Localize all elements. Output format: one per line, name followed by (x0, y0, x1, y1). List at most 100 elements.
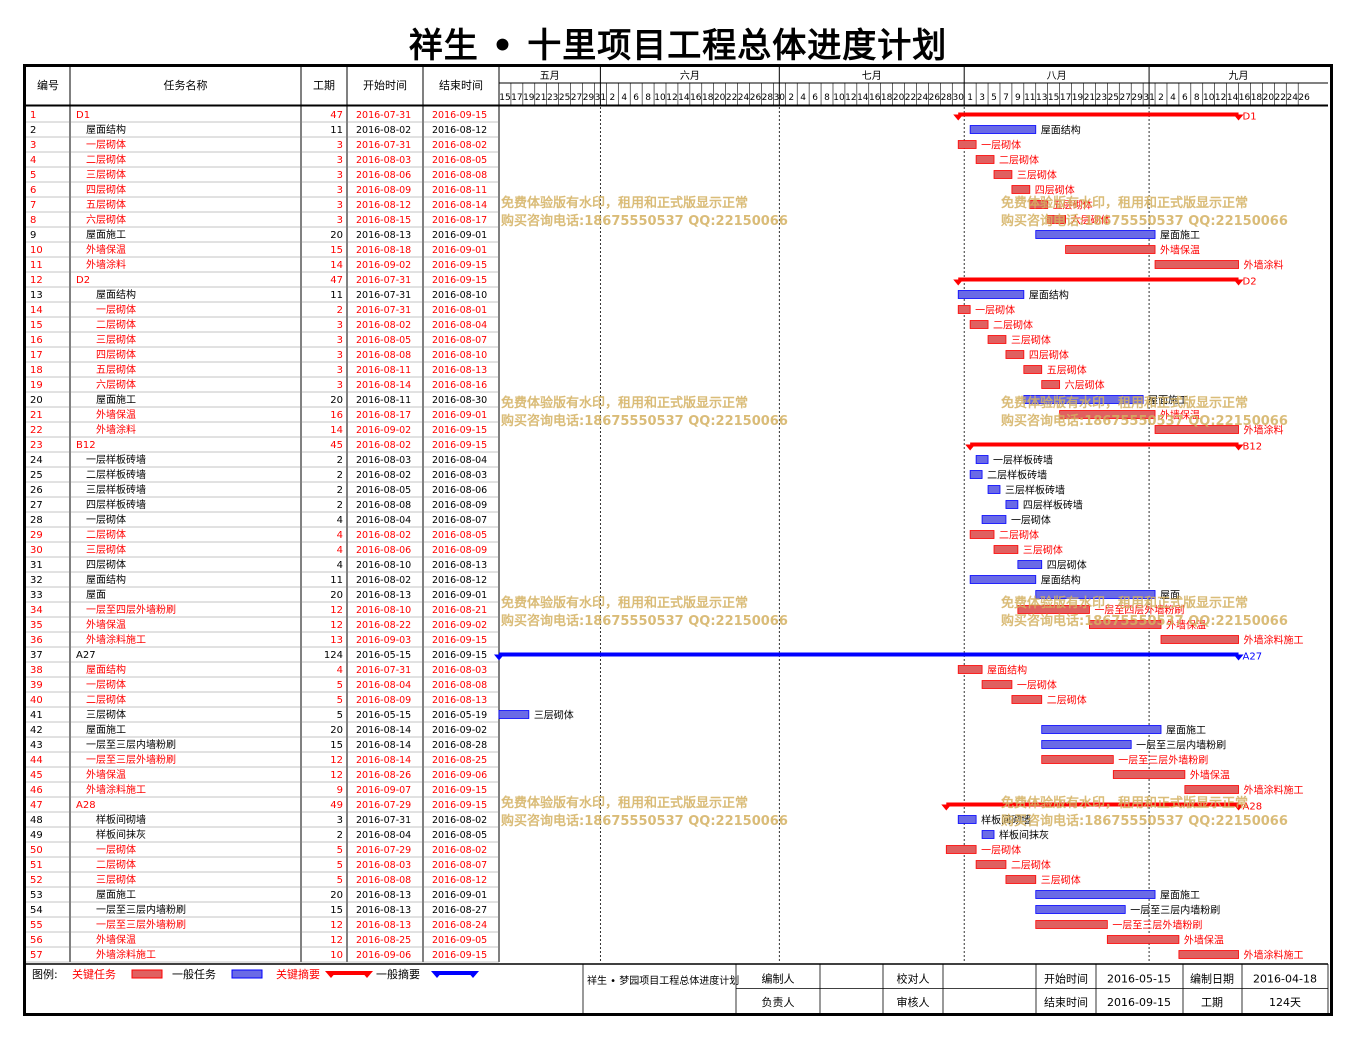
day-tick-label: 24 (1286, 93, 1298, 103)
day-tick-label: 8 (824, 93, 830, 103)
task-duration: 10 (330, 950, 343, 961)
bar-label: 三层样板砖墙 (1005, 484, 1065, 497)
task-id: 39 (30, 680, 43, 691)
day-tick-label: 19 (1072, 93, 1084, 103)
task-bar (1023, 395, 1144, 404)
task-end: 2016-09-15 (432, 650, 487, 661)
task-duration: 9 (337, 785, 343, 796)
task-id: 1 (30, 110, 36, 121)
task-end: 2016-09-01 (432, 890, 487, 901)
task-end: 2016-09-15 (432, 800, 487, 811)
bar-label: 二层砌体 (1047, 695, 1087, 707)
task-start: 2016-08-03 (356, 455, 411, 466)
watermark-line-2: 购买咨询电话:18675550537 QQ:22150066 (501, 813, 788, 829)
task-bar (1011, 695, 1043, 704)
task-name: 二层样板砖墙 (86, 468, 146, 481)
task-end: 2016-08-05 (432, 155, 487, 166)
task-start: 2016-07-31 (356, 815, 411, 826)
task-bar (1005, 350, 1025, 359)
task-duration: 15 (330, 740, 343, 751)
task-duration: 45 (330, 440, 343, 451)
task-bar (957, 290, 1025, 299)
task-id: 28 (30, 515, 43, 526)
task-id: 55 (30, 920, 43, 931)
task-bar (957, 815, 977, 824)
task-duration: 3 (337, 320, 343, 331)
summary-bar (958, 112, 1239, 117)
task-name: 外墙涂料施工 (86, 783, 146, 796)
task-end: 2016-08-07 (432, 515, 487, 526)
day-tick-label: 25 (559, 93, 570, 103)
task-bar (969, 530, 995, 539)
bar-label: 四层样板砖墙 (1023, 499, 1083, 512)
task-duration: 4 (337, 665, 343, 676)
task-start: 2016-08-13 (356, 890, 411, 901)
task-bar (1035, 230, 1156, 239)
task-start: 2016-09-07 (356, 785, 411, 796)
task-id: 24 (30, 455, 43, 466)
task-start: 2016-08-08 (356, 350, 411, 361)
bar-label: 外墙保温 (1160, 409, 1200, 422)
task-end: 2016-08-01 (432, 305, 487, 316)
task-start: 2016-08-13 (356, 230, 411, 241)
task-bar (969, 575, 1037, 584)
day-tick-label: 27 (571, 93, 582, 103)
task-duration: 5 (337, 710, 343, 721)
task-duration: 3 (337, 200, 343, 211)
task-id: 31 (30, 560, 43, 571)
day-tick-label: 31 (1143, 93, 1154, 103)
bar-label: 一层至三层内墙粉刷 (1130, 904, 1220, 917)
task-duration: 4 (337, 560, 343, 571)
bar-label: 五层砌体 (1047, 365, 1087, 377)
task-end: 2016-08-11 (432, 185, 487, 196)
task-start: 2016-08-11 (356, 365, 411, 376)
bar-label: A28 (1243, 802, 1263, 813)
task-end: 2016-09-02 (432, 620, 487, 631)
task-name: 样板间砌墙 (96, 813, 146, 826)
task-id: 7 (30, 200, 36, 211)
task-start: 2016-08-09 (356, 695, 411, 706)
bar-label: 三层砌体 (1023, 545, 1063, 557)
task-start: 2016-08-02 (356, 440, 411, 451)
bar-label: 外墙保温 (1190, 769, 1230, 782)
task-id: 53 (30, 890, 43, 901)
task-bar (975, 455, 989, 464)
task-name: 一层砌体 (96, 304, 136, 316)
footer-reviewer-label: 审核人 (897, 995, 930, 1009)
task-bar (1041, 725, 1162, 734)
watermark-line-2: 购买咨询电话:18675550537 QQ:22150066 (1001, 213, 1288, 229)
task-end: 2016-08-07 (432, 860, 487, 871)
bar-label: 屋面施工 (1160, 889, 1200, 902)
task-name: 四层砌体 (86, 559, 126, 571)
task-duration: 12 (330, 755, 343, 766)
bar-label: 一层样板砖墙 (993, 454, 1053, 467)
task-start: 2016-08-03 (356, 860, 411, 871)
watermark-line-1: 免费体验版有水印，租用和正式版显示正常 (1001, 195, 1248, 211)
task-name: 三层砌体 (96, 334, 136, 346)
task-bar (981, 680, 1013, 689)
legend-critical-task-swatch (131, 969, 163, 979)
task-end: 2016-08-03 (432, 665, 487, 676)
task-id: 11 (30, 260, 43, 271)
task-end: 2016-05-19 (432, 710, 487, 721)
task-end: 2016-08-08 (432, 680, 487, 691)
task-bar (1112, 770, 1186, 779)
task-duration: 12 (330, 770, 343, 781)
task-bar (1017, 560, 1043, 569)
bar-label: 外墙涂料 (1244, 259, 1284, 272)
task-start: 2016-08-14 (356, 740, 411, 751)
task-duration: 14 (330, 260, 343, 271)
day-tick-label: 20 (1263, 93, 1275, 103)
day-tick-label: 4 (1170, 93, 1176, 103)
task-name: 一层至三层外墙粉刷 (96, 918, 186, 931)
legend-label: 图例: (32, 967, 58, 981)
day-tick-label: 23 (547, 93, 558, 103)
footer-owner-label: 负责人 (762, 995, 795, 1009)
day-tick-label: 21 (535, 93, 546, 103)
task-bar (987, 335, 1007, 344)
task-name: 外墙涂料施工 (86, 633, 146, 646)
task-duration: 2 (337, 485, 343, 496)
task-name: 六层砌体 (86, 214, 126, 226)
task-name: 四层砌体 (86, 184, 126, 196)
task-end: 2016-08-10 (432, 290, 487, 301)
